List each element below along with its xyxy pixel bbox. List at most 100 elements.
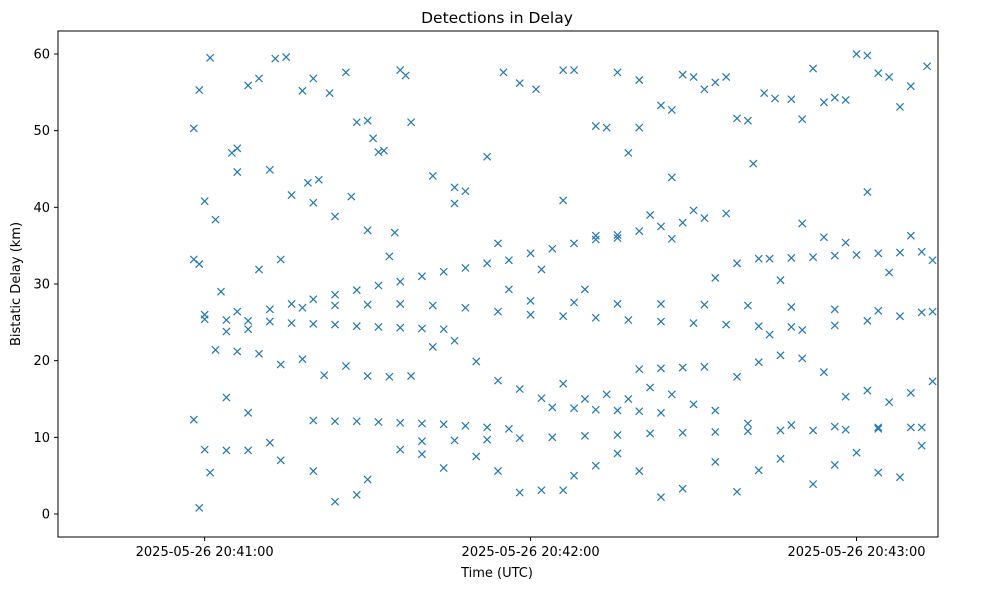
data-point [711,78,720,87]
data-point [244,81,253,90]
data-point [472,357,481,366]
data-point [749,159,758,168]
data-point [580,394,589,404]
data-point [287,319,296,328]
data-point [689,72,698,82]
data-point [331,212,340,221]
data-point [656,101,665,110]
data-point [493,376,503,385]
data-point [195,503,204,512]
data-point [341,362,350,371]
data-point [559,486,568,495]
data-point [206,53,215,62]
data-point [407,118,416,127]
data-point [830,460,839,469]
marker-layer [189,49,937,512]
data-point [819,368,828,377]
data-point [624,148,633,157]
data-point [602,123,611,132]
data-point [363,116,372,125]
data-point [526,249,535,258]
data-point [635,407,644,416]
data-point [906,423,915,432]
data-point [830,305,839,314]
data-point [656,493,665,502]
data-point [347,192,356,201]
data-point [331,497,340,506]
data-point [928,256,937,265]
data-point [646,210,655,220]
data-point [613,449,622,458]
data-point [222,393,231,402]
data-point [635,227,644,236]
data-point [396,323,405,332]
data-point [906,388,915,397]
data-point [765,254,774,263]
data-point [271,54,280,63]
data-point [798,354,807,363]
data-point [526,310,535,319]
data-point [906,82,915,91]
data-point [841,95,850,105]
x-tick-label: 2025-05-26 20:43:00 [787,545,925,560]
data-point [385,372,394,381]
data-point [211,345,220,354]
data-point [401,71,410,80]
data-point [732,259,742,268]
data-point [450,336,459,345]
data-point [244,316,253,325]
data-point [417,437,426,446]
data-point [195,86,204,95]
data-point [732,114,742,123]
data-point [309,467,318,476]
data-point [314,175,323,184]
data-point [461,187,470,196]
data-point [613,233,622,243]
data-point [591,461,600,470]
data-point [787,421,796,430]
data-point [613,299,622,308]
y-tick-label: 40 [33,201,50,216]
data-point [874,249,883,258]
data-point [504,285,513,294]
data-point [917,423,926,432]
data-point [439,325,448,334]
data-point [928,307,937,316]
data-point [439,463,448,473]
data-point [591,235,600,244]
data-point [809,64,818,73]
data-point [483,259,492,268]
data-point [743,419,752,428]
data-point [532,85,541,94]
data-point [678,218,687,227]
data-point [559,196,568,205]
data-point [591,313,600,322]
data-point [374,148,383,157]
data-point [396,445,405,454]
data-point [287,299,296,308]
x-axis: 2025-05-26 20:41:00 2025-05-26 20:42:00 20… [136,537,926,560]
data-point [309,74,318,83]
data-point [874,468,883,477]
data-point [613,230,622,239]
data-point [906,231,915,240]
data-point [743,301,752,310]
data-point [732,372,742,381]
data-point [798,115,807,124]
data-point [667,390,676,399]
data-point [526,296,535,305]
y-tick-label: 10 [33,431,50,446]
data-point [885,72,894,82]
x-axis-label: Time (UTC) [460,566,533,581]
data-point [493,307,503,316]
data-point [852,448,861,457]
data-point [233,347,242,356]
data-point [798,325,807,335]
data-point [754,254,763,263]
data-point [244,325,253,334]
data-point [325,89,334,98]
data-point [700,362,709,371]
data-point [265,438,274,447]
data-point [591,122,600,131]
